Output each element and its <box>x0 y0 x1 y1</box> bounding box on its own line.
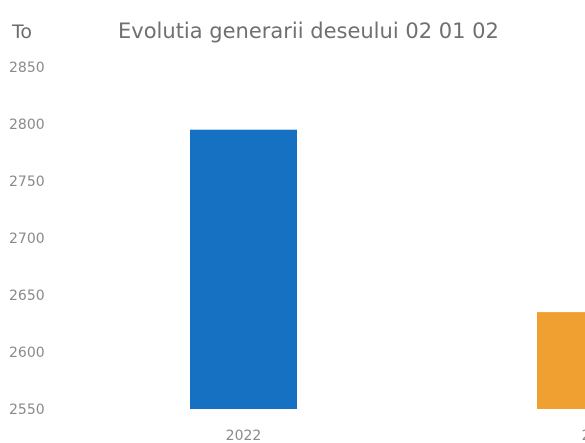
x-tick-label-2022: 2022 <box>226 428 262 443</box>
y-tick-label: 2750 <box>9 174 45 190</box>
bars-group <box>190 129 585 409</box>
y-tick-label: 2600 <box>9 345 45 361</box>
x-tick-label-2023: 20 <box>582 428 585 443</box>
chart-title: Evolutia generarii deseului 02 01 02 <box>118 19 499 43</box>
y-axis-ticks: 2550 2600 2650 2700 2750 2800 2850 <box>9 60 45 418</box>
y-tick-label: 2700 <box>9 231 45 247</box>
x-axis-labels: 2022 20 <box>226 428 585 443</box>
y-tick-label: 2800 <box>9 117 45 133</box>
y-tick-label: 2850 <box>9 60 45 76</box>
bar-2022 <box>190 129 297 409</box>
y-tick-label: 2550 <box>9 402 45 418</box>
y-tick-label: 2650 <box>9 288 45 304</box>
bar-2023 <box>537 312 585 409</box>
y-axis-unit-label: To <box>11 21 32 43</box>
